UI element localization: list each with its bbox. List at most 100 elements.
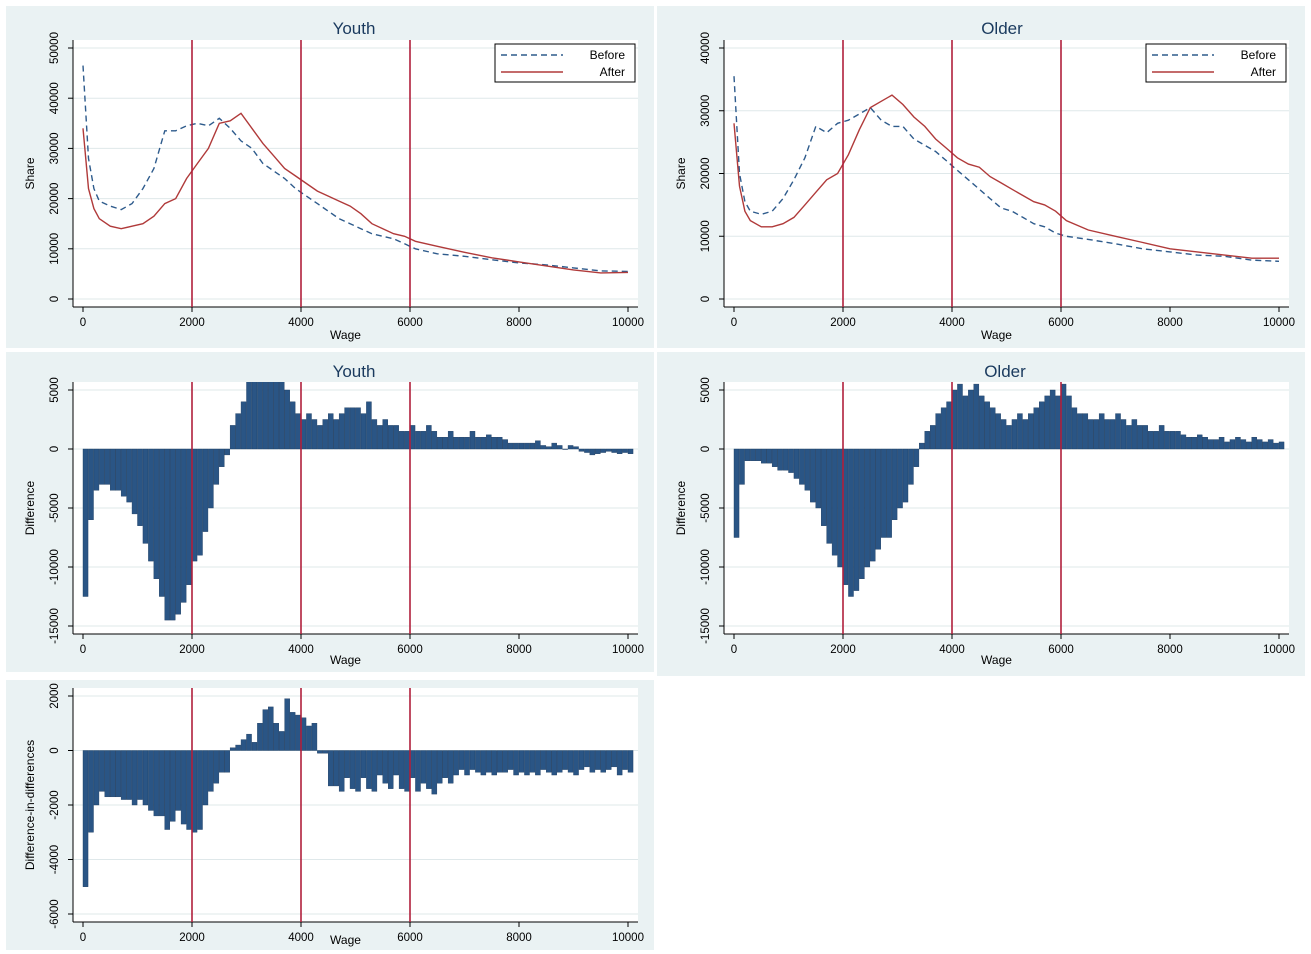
bar [546, 446, 552, 450]
bar [322, 750, 329, 754]
y-tick-label: 10000 [700, 220, 712, 252]
bar [153, 448, 160, 580]
bar [546, 750, 552, 773]
bar [984, 401, 990, 450]
bar [437, 436, 443, 450]
bar [306, 725, 312, 751]
plot-marks [82, 698, 634, 887]
bar [804, 448, 811, 491]
bar [782, 448, 789, 471]
bar [1126, 425, 1132, 450]
x-tick-label: 2000 [830, 317, 856, 329]
bar [1115, 413, 1121, 450]
bar [930, 425, 936, 450]
bar [251, 742, 258, 751]
bar [973, 383, 980, 450]
bar [377, 425, 383, 450]
bar [919, 442, 925, 450]
bar [957, 383, 963, 450]
bar [491, 750, 498, 776]
bar [219, 448, 225, 467]
bar [257, 723, 263, 751]
y-axis-label: Difference [23, 480, 37, 535]
bar [1191, 436, 1198, 450]
bar [349, 750, 356, 789]
bar [447, 431, 454, 450]
bar [989, 407, 996, 450]
x-tick-label: 6000 [1048, 317, 1074, 329]
bar [1055, 395, 1061, 450]
bar [453, 750, 459, 776]
bar [1109, 419, 1116, 450]
bar [1267, 439, 1274, 450]
bar [600, 750, 607, 773]
bar [589, 750, 596, 773]
bar [491, 436, 498, 450]
y-tick-label: 5000 [49, 377, 61, 403]
bar [246, 733, 252, 751]
bar [573, 750, 579, 776]
bar [355, 750, 361, 792]
y-tick-label: -10000 [700, 549, 712, 585]
bar [518, 750, 525, 773]
bar [366, 401, 372, 450]
bar [1142, 425, 1149, 450]
bar [891, 448, 898, 521]
bar [1240, 439, 1247, 450]
x-tick-label: 10000 [612, 644, 644, 656]
older-share-panel: 0 10000 20000 30000 40000 0 2000 4000 6000 8000 10… [657, 6, 1305, 348]
bar [431, 750, 438, 795]
y-tick-label: 30000 [700, 95, 712, 127]
bar [180, 750, 187, 825]
bar [1011, 419, 1018, 450]
x-tick-label: 4000 [288, 644, 314, 656]
bar [164, 750, 171, 830]
bar [1028, 413, 1034, 450]
bar [137, 750, 143, 800]
series-line-before [733, 76, 1280, 262]
bar [600, 448, 607, 453]
bar [88, 750, 94, 833]
bar [1082, 413, 1089, 450]
bar [1169, 431, 1176, 450]
bar [529, 442, 536, 450]
bar [273, 382, 280, 450]
older-share-chart: 0 10000 20000 30000 40000 0 2000 4000 6000 8000 10… [674, 19, 1295, 342]
bar [1197, 434, 1203, 450]
bar [229, 425, 236, 450]
bar [1098, 413, 1105, 450]
bar [897, 448, 903, 509]
bar [469, 431, 476, 450]
y-tick-label: 0 [700, 446, 712, 452]
bar [175, 750, 181, 811]
bar [513, 442, 519, 450]
bar [393, 750, 399, 776]
x-tick-label: 10000 [1263, 644, 1295, 656]
bar [366, 750, 372, 789]
bar [810, 448, 816, 503]
bar [831, 448, 838, 556]
bar [104, 750, 111, 798]
x-tick-label: 0 [731, 644, 737, 656]
bar [1066, 395, 1072, 450]
y-tick-label: -10000 [49, 549, 61, 585]
bar [1273, 442, 1279, 450]
y-tick-label: -2000 [49, 790, 61, 819]
bar [328, 750, 334, 787]
bar [289, 401, 296, 450]
bar [584, 448, 590, 453]
bar [606, 448, 612, 452]
bar [475, 750, 481, 773]
bar [268, 706, 274, 751]
x-axis-label: Wage [330, 328, 361, 342]
bar [578, 750, 585, 770]
x-tick-label: 6000 [1048, 644, 1074, 656]
bar [153, 750, 160, 817]
bar [556, 750, 563, 773]
bar [437, 750, 443, 784]
bar [551, 750, 557, 776]
x-tick-label: 0 [80, 317, 86, 329]
chart-title: Older [981, 19, 1023, 38]
bar [251, 382, 258, 450]
x-tick-label: 4000 [939, 317, 965, 329]
